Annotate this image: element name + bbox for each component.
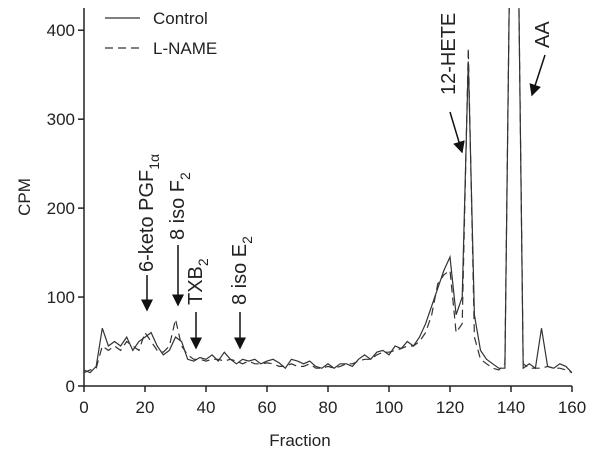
annotation-text: 8 iso F: [167, 180, 189, 240]
annotation-subscript: 1α: [146, 154, 162, 170]
x-tick-label: 60: [258, 398, 277, 417]
x-tick-label: 0: [79, 398, 88, 417]
y-tick-label: 200: [47, 199, 75, 218]
annotation: 6-keto PGF1α: [136, 154, 162, 272]
annotation-subscript: 2: [195, 258, 211, 266]
x-tick-label: 120: [436, 398, 464, 417]
x-tick-label: 20: [136, 398, 155, 417]
annotation: AA: [532, 21, 554, 48]
annotation: 8 iso E2: [229, 236, 255, 305]
annotation-subscript: 2: [239, 236, 255, 244]
y-tick-label: 0: [66, 377, 75, 396]
x-axis-label: Fraction: [269, 431, 330, 450]
annotation-subscript: 2: [177, 172, 193, 180]
legend-label: Control: [153, 9, 208, 28]
x-tick-label: 100: [375, 398, 403, 417]
series-line: [84, 8, 572, 374]
x-tick-label: 40: [197, 398, 216, 417]
annotation-text: 6-keto PGF: [136, 170, 158, 272]
annotation-arrow: [449, 111, 465, 154]
y-tick-label: 400: [47, 21, 75, 40]
x-tick-label: 160: [558, 398, 586, 417]
y-axis-label: CPM: [15, 178, 34, 216]
annotation-arrow: [529, 54, 546, 97]
x-tick-label: 80: [319, 398, 338, 417]
annotation: 12-HETE: [438, 13, 460, 95]
y-tick-label: 300: [47, 110, 75, 129]
annotation-text: AA: [532, 21, 554, 48]
plot-area: [84, 8, 572, 374]
series-line: [84, 8, 572, 374]
annotation-text: TXB: [185, 266, 207, 305]
annotation-text: 8 iso E: [229, 244, 251, 305]
y-tick-label: 100: [47, 288, 75, 307]
annotation: TXB2: [185, 258, 211, 305]
annotation: 8 iso F2: [167, 172, 193, 240]
annotation-text: 12-HETE: [438, 13, 460, 95]
legend-label: L-NAME: [153, 39, 217, 58]
x-tick-label: 140: [497, 398, 525, 417]
